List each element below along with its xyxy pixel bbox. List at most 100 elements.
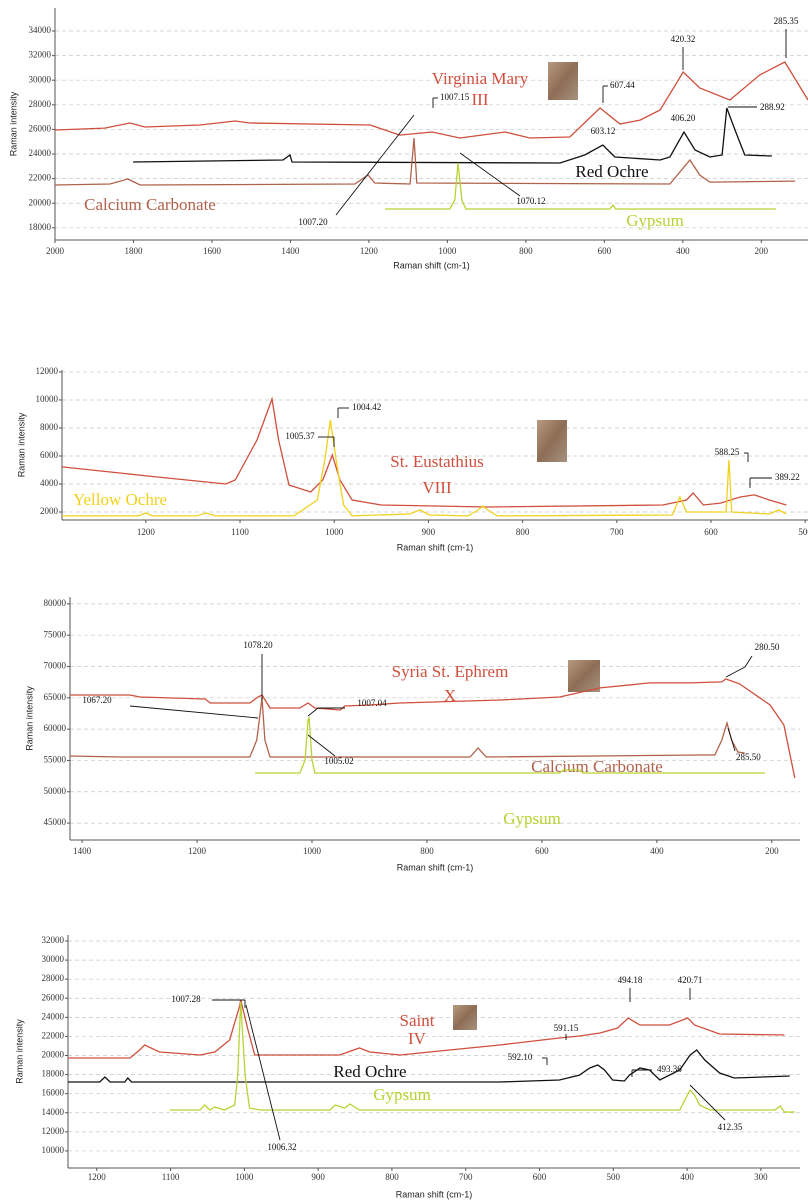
x-axis-title: Raman shift (cm-1) <box>397 862 474 872</box>
x-tick-label: 2000 <box>46 246 65 256</box>
x-tick-label: 1000 <box>303 846 322 856</box>
peak-annotation: 1078.20 <box>243 640 273 650</box>
spectrum-line <box>70 679 795 778</box>
y-tick-label: 8000 <box>40 422 59 432</box>
x-tick-label: 600 <box>533 1172 547 1182</box>
peak-annotation: 389.22 <box>775 472 800 482</box>
x-tick-label: 400 <box>676 246 690 256</box>
annotation-leader <box>130 706 258 718</box>
x-tick-label: 600 <box>598 246 612 256</box>
y-tick-label: 28000 <box>29 99 52 109</box>
x-tick-label: 500 <box>798 527 808 537</box>
x-axis-title: Raman shift (cm-1) <box>397 542 474 552</box>
x-axis-title: Raman shift (cm-1) <box>393 260 470 270</box>
annotation-leader <box>336 115 414 215</box>
peak-annotation: 1005.02 <box>324 756 353 766</box>
sample-photo <box>453 1005 477 1030</box>
y-tick-label: 75000 <box>44 629 67 639</box>
x-axis-title: Raman shift (cm-1) <box>396 1189 473 1199</box>
spectrum-label: Saint <box>400 1011 435 1030</box>
spectrum-label: Calcium Carbonate <box>84 195 216 214</box>
x-tick-label: 700 <box>610 527 624 537</box>
y-tick-label: 26000 <box>29 123 52 133</box>
y-tick-label: 55000 <box>44 755 67 765</box>
peak-annotation: 420.71 <box>678 975 703 985</box>
y-tick-label: 12000 <box>36 366 59 376</box>
x-tick-label: 1000 <box>325 527 344 537</box>
y-tick-label: 80000 <box>44 598 67 608</box>
spectrum-line <box>70 698 745 757</box>
x-tick-label: 200 <box>765 846 779 856</box>
x-tick-label: 500 <box>607 1172 621 1182</box>
x-tick-label: 1200 <box>360 246 379 256</box>
sample-photo <box>568 660 600 692</box>
x-tick-label: 600 <box>704 527 718 537</box>
peak-annotation: 1007.28 <box>171 994 201 1004</box>
y-axis-title: Raman intensity <box>16 412 26 477</box>
peak-annotation: 494.18 <box>618 975 643 985</box>
y-tick-label: 30000 <box>29 74 52 84</box>
y-tick-label: 12000 <box>42 1126 65 1136</box>
spectrum-label: Gypsum <box>503 809 561 828</box>
sample-label: X <box>444 686 456 705</box>
y-tick-label: 22000 <box>42 1030 65 1040</box>
peak-annotation: 591.15 <box>554 1023 579 1033</box>
peak-annotation: 1067.20 <box>82 695 112 705</box>
peak-annotation: 592.10 <box>508 1052 533 1062</box>
y-tick-label: 32000 <box>29 50 52 60</box>
sample-label: VIII <box>422 478 452 497</box>
page-body: 18000 20000 22000 24000 26000 28000 30000 32000… <box>0 0 808 1203</box>
peak-annotation: 1007.20 <box>298 217 328 227</box>
y-tick-label: 4000 <box>40 478 59 488</box>
y-tick-label: 34000 <box>29 25 52 35</box>
sample-photo <box>548 62 578 100</box>
x-tick-label: 900 <box>311 1172 325 1182</box>
x-tick-label: 1600 <box>203 246 222 256</box>
peak-annotation: 406.20 <box>671 113 696 123</box>
y-tick-label: 28000 <box>42 973 65 983</box>
y-tick-label: 30000 <box>42 954 65 964</box>
spectrum-label: Gypsum <box>626 211 684 230</box>
peak-annotation: 1006.32 <box>267 1142 296 1152</box>
y-tick-label: 24000 <box>42 1011 65 1021</box>
x-tick-label: 200 <box>755 246 769 256</box>
spectrum-label: Virginia Mary <box>432 69 529 88</box>
annotation-leader <box>460 153 520 196</box>
peak-annotation: 1004.42 <box>352 402 381 412</box>
peak-annotation: 493.36 <box>657 1064 682 1074</box>
x-tick-label: 1800 <box>124 246 143 256</box>
y-tick-label: 10000 <box>36 394 59 404</box>
y-tick-label: 18000 <box>29 222 52 232</box>
figure: 18000 20000 22000 24000 26000 28000 30000 32000… <box>0 0 808 1203</box>
x-tick-label: 800 <box>516 527 530 537</box>
x-tick-label: 1200 <box>88 1172 107 1182</box>
y-tick-label: 50000 <box>44 786 67 796</box>
y-axis-title: Raman intensity <box>14 1019 24 1084</box>
y-tick-label: 26000 <box>42 992 65 1002</box>
x-tick-label: 1200 <box>188 846 207 856</box>
x-tick-label: 400 <box>650 846 664 856</box>
x-tick-label: 1100 <box>162 1172 180 1182</box>
y-tick-label: 6000 <box>40 450 59 460</box>
y-tick-label: 18000 <box>42 1069 65 1079</box>
y-axis-title: Raman intensity <box>24 686 34 751</box>
y-tick-label: 20000 <box>42 1050 65 1060</box>
x-tick-label: 900 <box>422 527 436 537</box>
y-tick-label: 22000 <box>29 173 52 183</box>
peak-annotation: 420.32 <box>671 34 696 44</box>
annotation-leader <box>726 667 745 677</box>
y-tick-label: 70000 <box>44 661 67 671</box>
peak-annotation: 288.92 <box>760 102 785 112</box>
y-tick-label: 2000 <box>40 506 59 516</box>
sample-label: IV <box>408 1029 427 1048</box>
spectrum-label: Red Ochre <box>575 162 648 181</box>
y-tick-label: 45000 <box>44 817 67 827</box>
peak-annotation: 285.50 <box>736 752 761 762</box>
x-tick-label: 1000 <box>235 1172 254 1182</box>
annotation-leader <box>728 728 735 751</box>
spectrum-label: Syria St. Ephrem <box>392 662 509 681</box>
y-tick-label: 14000 <box>42 1107 65 1117</box>
y-tick-label: 20000 <box>29 197 52 207</box>
peak-annotation: 603.12 <box>591 126 616 136</box>
y-tick-label: 65000 <box>44 692 67 702</box>
